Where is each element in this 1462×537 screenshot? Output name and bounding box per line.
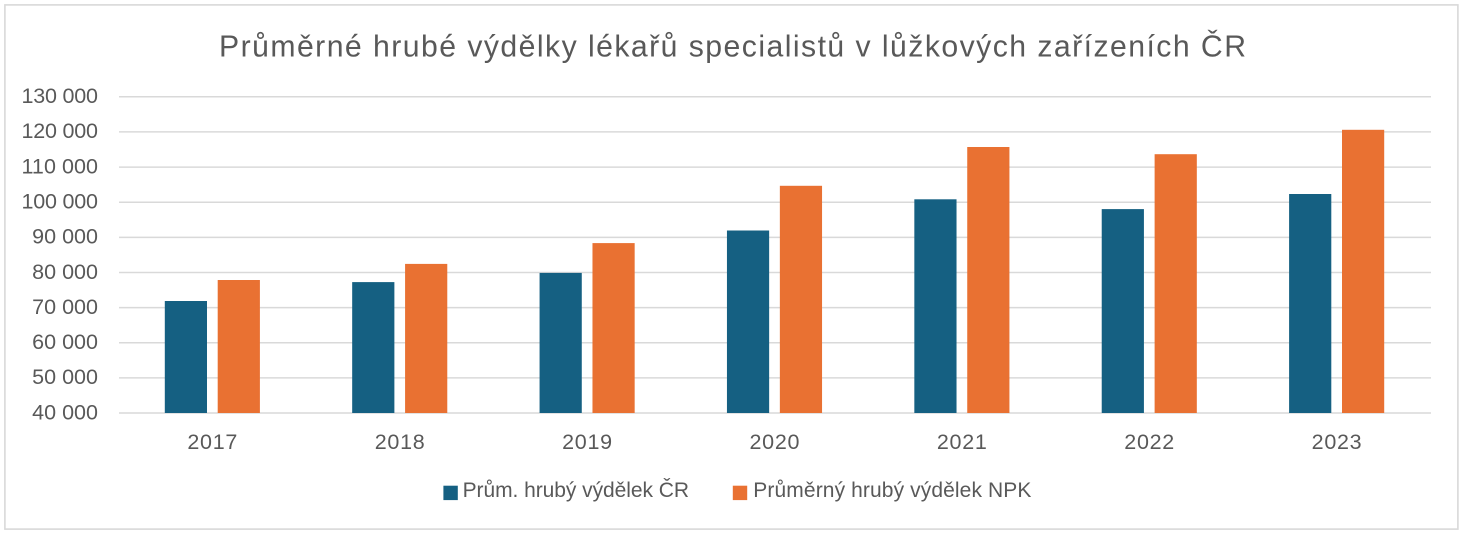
svg-text:90 000: 90 000	[32, 225, 98, 249]
svg-text:Průměrný hrubý výdělek NPK: Průměrný hrubý výdělek NPK	[753, 479, 1031, 502]
svg-text:2018: 2018	[375, 430, 425, 454]
svg-text:100 000: 100 000	[22, 190, 99, 214]
svg-text:Prům. hrubý výdělek ČR: Prům. hrubý výdělek ČR	[463, 479, 689, 502]
svg-text:2023: 2023	[1312, 430, 1362, 454]
svg-text:110 000: 110 000	[22, 154, 99, 178]
svg-text:130 000: 130 000	[22, 84, 99, 108]
svg-text:80 000: 80 000	[32, 260, 98, 284]
svg-text:50 000: 50 000	[32, 365, 98, 389]
svg-text:40 000: 40 000	[32, 400, 98, 424]
svg-text:2020: 2020	[750, 430, 800, 454]
svg-text:2017: 2017	[187, 430, 237, 454]
svg-text:2019: 2019	[562, 430, 612, 454]
svg-text:120 000: 120 000	[22, 119, 99, 143]
svg-text:2021: 2021	[937, 430, 987, 454]
svg-text:Průměrné hrubé výdělky lékařů: Průměrné hrubé výdělky lékařů specialist…	[219, 30, 1246, 64]
svg-text:70 000: 70 000	[32, 295, 98, 319]
svg-text:2022: 2022	[1124, 430, 1174, 454]
svg-text:60 000: 60 000	[32, 330, 98, 354]
